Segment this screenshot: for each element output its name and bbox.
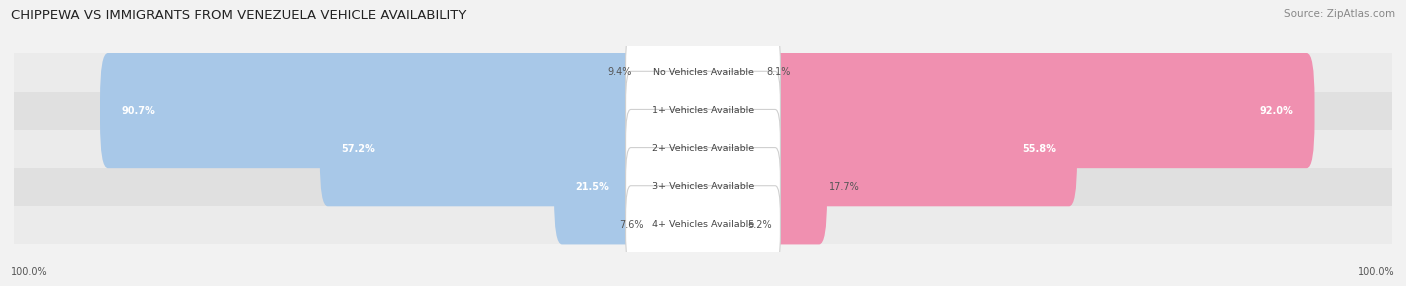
FancyBboxPatch shape [14, 53, 1392, 92]
FancyBboxPatch shape [14, 168, 1392, 206]
Text: 3+ Vehicles Available: 3+ Vehicles Available [652, 182, 754, 191]
FancyBboxPatch shape [695, 129, 827, 245]
FancyBboxPatch shape [14, 92, 1392, 130]
Text: 2+ Vehicles Available: 2+ Vehicles Available [652, 144, 754, 153]
Text: Source: ZipAtlas.com: Source: ZipAtlas.com [1284, 9, 1395, 19]
FancyBboxPatch shape [626, 33, 780, 112]
FancyBboxPatch shape [695, 53, 1315, 168]
FancyBboxPatch shape [626, 110, 780, 188]
FancyBboxPatch shape [695, 91, 1077, 206]
Text: 9.4%: 9.4% [607, 67, 631, 78]
Text: 92.0%: 92.0% [1260, 106, 1294, 116]
Text: No Vehicles Available: No Vehicles Available [652, 68, 754, 77]
Text: 55.8%: 55.8% [1022, 144, 1056, 154]
Text: 57.2%: 57.2% [340, 144, 374, 154]
Text: 17.7%: 17.7% [830, 182, 859, 192]
Text: CHIPPEWA VS IMMIGRANTS FROM VENEZUELA VEHICLE AVAILABILITY: CHIPPEWA VS IMMIGRANTS FROM VENEZUELA VE… [11, 9, 467, 21]
Text: 1+ Vehicles Available: 1+ Vehicles Available [652, 106, 754, 115]
FancyBboxPatch shape [14, 206, 1392, 244]
FancyBboxPatch shape [695, 15, 763, 130]
Text: 100.0%: 100.0% [11, 267, 48, 277]
Text: 5.2%: 5.2% [747, 220, 772, 230]
FancyBboxPatch shape [100, 53, 711, 168]
FancyBboxPatch shape [645, 167, 711, 283]
Text: 8.1%: 8.1% [766, 67, 790, 78]
Text: 7.6%: 7.6% [619, 220, 644, 230]
FancyBboxPatch shape [554, 129, 711, 245]
FancyBboxPatch shape [626, 71, 780, 150]
FancyBboxPatch shape [626, 186, 780, 264]
Text: 4+ Vehicles Available: 4+ Vehicles Available [652, 221, 754, 229]
Text: 90.7%: 90.7% [121, 106, 155, 116]
FancyBboxPatch shape [695, 167, 745, 283]
FancyBboxPatch shape [14, 130, 1392, 168]
Text: 100.0%: 100.0% [1358, 267, 1395, 277]
FancyBboxPatch shape [634, 15, 711, 130]
FancyBboxPatch shape [319, 91, 711, 206]
FancyBboxPatch shape [626, 148, 780, 226]
Text: 21.5%: 21.5% [575, 182, 609, 192]
